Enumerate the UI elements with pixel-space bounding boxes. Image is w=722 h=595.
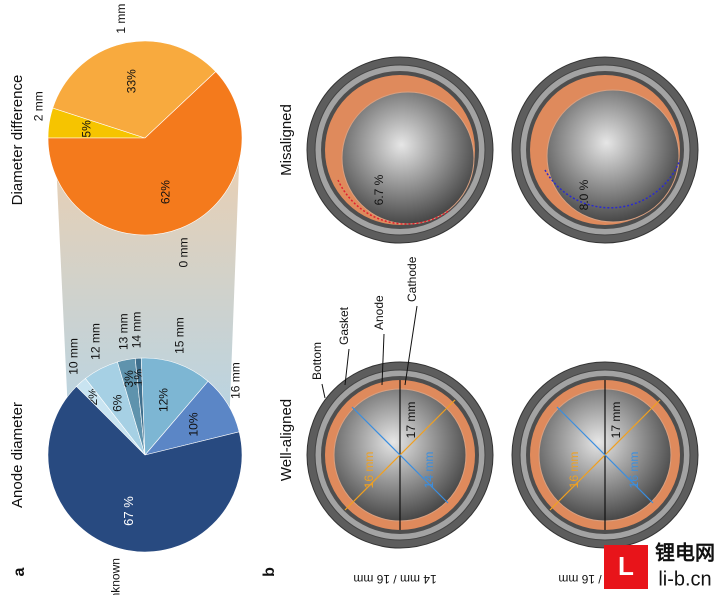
slice-value-label: 67 % (121, 496, 136, 526)
slice-category-label: 10 mm (66, 338, 80, 375)
pie-title: Anode diameter (9, 402, 26, 508)
slice-category-label: 14 mm (130, 312, 144, 349)
dimension-label: 17 mm (609, 402, 623, 439)
slice-value-label: 3% (122, 370, 136, 388)
pie-slice (52, 40, 217, 139)
slice-category-label: Unknown (108, 558, 122, 595)
logo-name: 锂电网 (655, 540, 715, 564)
dimension-line (556, 406, 654, 504)
overlap-arc (337, 179, 451, 225)
dimension-line (351, 406, 449, 504)
slice-value-label: 10% (187, 412, 201, 436)
cell-cathode (341, 91, 475, 225)
slice-value-label: 12% (156, 388, 170, 412)
slice-category-label: 0 mm (177, 237, 191, 267)
slice-category-label: 1 mm (114, 4, 128, 34)
part-label: Anode (372, 295, 386, 330)
dimension-label: 16 mm (362, 452, 376, 489)
pie-slice (140, 357, 209, 456)
slice-category-label: 2 mm (31, 91, 45, 121)
pie-title: Diameter difference (9, 75, 26, 206)
dimension-label: 16 mm (567, 452, 581, 489)
part-label: Gasket (337, 306, 351, 345)
slice-value-label: 62% (159, 180, 173, 204)
cell-cathode (546, 89, 680, 223)
overlap-label: 6.7 % (372, 174, 386, 205)
part-label: Bottom (310, 342, 324, 380)
logo-mark (604, 545, 648, 589)
dimension-label: 17 mm (404, 402, 418, 439)
part-arrow (381, 333, 385, 386)
dimension-label: 16 mm (627, 452, 641, 489)
panel-label: a (11, 567, 28, 576)
panel-label: b (261, 567, 278, 577)
slice-category-label: 16 mm (228, 362, 242, 399)
pie-slice (47, 385, 243, 553)
overlap-label: 8.0 % (577, 179, 591, 210)
row-label: Well-aligned (278, 399, 295, 481)
part-arrow (344, 348, 350, 386)
slice-category-label: 12 mm (88, 323, 102, 360)
slice-category-label: 13 mm (117, 313, 131, 350)
slice-category-label: 15 mm (172, 317, 186, 354)
column-label: 14 mm / 16 mm (353, 572, 436, 586)
slice-value-label: 5% (80, 120, 94, 138)
overlap-arc (544, 159, 681, 209)
part-arrow (404, 305, 418, 386)
logo-glyph: L (618, 551, 634, 581)
slice-value-label: 6% (111, 394, 125, 412)
part-arrow (321, 383, 326, 399)
slice-value-label: 33% (124, 69, 138, 93)
dimension-label: 14 mm (422, 452, 436, 489)
logo-site: li-b.cn (658, 568, 711, 590)
row-label: Misaligned (278, 104, 295, 176)
pie-slice (47, 71, 243, 236)
part-label: Cathode (405, 256, 419, 302)
logo: L 锂电网 li-b.cn (604, 540, 715, 590)
